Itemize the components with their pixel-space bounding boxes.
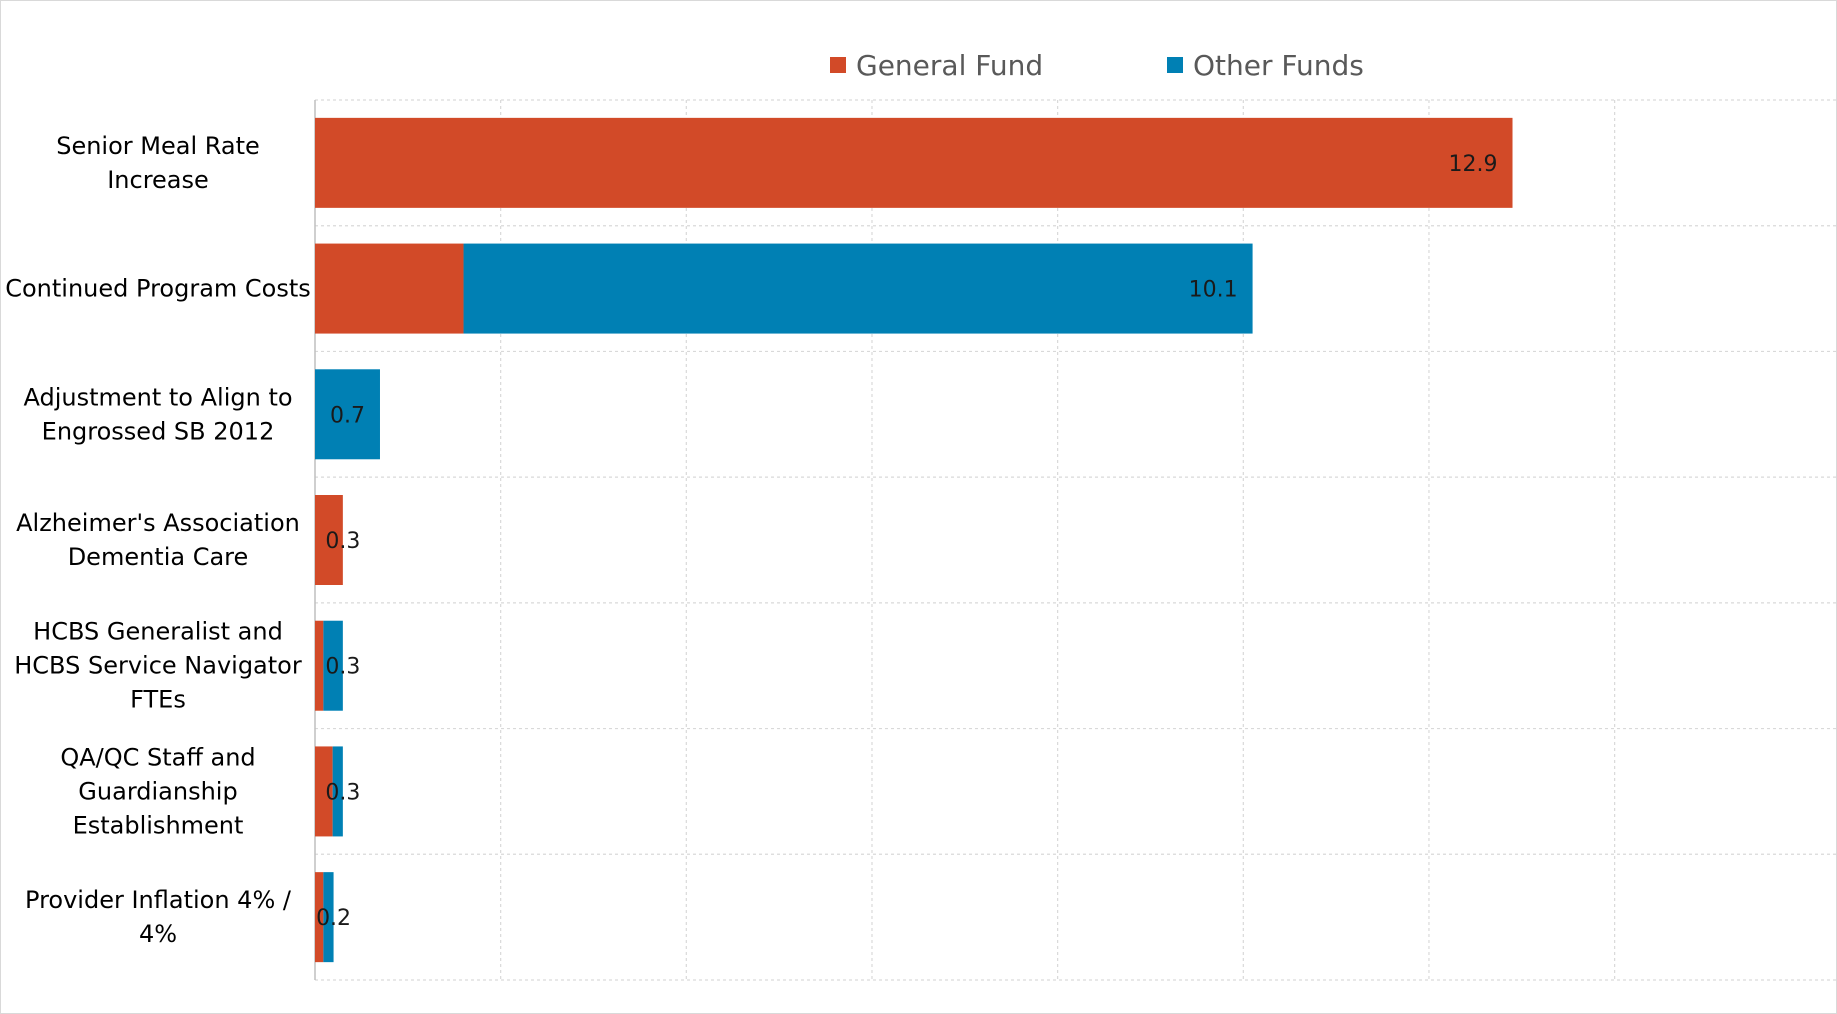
category-label-line: Provider Inflation 4% / <box>25 886 292 914</box>
bar-segment <box>315 244 464 334</box>
category-label-line: HCBS Service Navigator <box>14 652 302 680</box>
category-label-line: Increase <box>107 166 209 194</box>
category-label: Provider Inflation 4% / 4% <box>25 886 292 948</box>
category-label-line: QA/QC Staff and <box>60 743 255 771</box>
data-label: 0.2 <box>316 906 351 931</box>
category-label-line: Adjustment to Align to <box>23 383 292 411</box>
category-label-line: Senior Meal Rate <box>56 132 260 160</box>
category-label: HCBS Generalist and HCBS Service Navigato… <box>14 618 302 714</box>
legend-swatch <box>830 57 846 73</box>
legend-swatch <box>1167 57 1183 73</box>
category-label: Alzheimer's Association Dementia Care <box>16 509 300 571</box>
category-label: Adjustment to Align to Engrossed SB 2012 <box>23 383 292 445</box>
legend-label: General Fund <box>856 49 1043 82</box>
data-label: 10.1 <box>1189 278 1238 303</box>
data-label: 0.3 <box>325 655 360 680</box>
bar-segment <box>315 118 1513 208</box>
category-label-line: Guardianship <box>78 777 237 805</box>
data-label: 12.9 <box>1449 152 1498 177</box>
category-label: Senior Meal Rate Increase <box>56 132 260 194</box>
category-label-line: 4% <box>139 920 177 948</box>
data-label: 0.3 <box>325 780 360 805</box>
category-label-line: Establishment <box>73 811 244 839</box>
data-label: 0.7 <box>330 403 365 428</box>
category-label-line: Dementia Care <box>68 543 249 571</box>
category-label-line: Continued Program Costs <box>5 275 311 303</box>
category-label: Continued Program Costs <box>5 275 311 303</box>
bar-segment <box>464 244 1253 334</box>
category-label-line: FTEs <box>130 686 186 714</box>
bar-segment <box>315 621 323 711</box>
category-label-line: Engrossed SB 2012 <box>42 417 275 445</box>
category-label-line: Alzheimer's Association <box>16 509 300 537</box>
category-label: QA/QC Staff and Guardianship Establishment <box>60 743 255 839</box>
data-label: 0.3 <box>325 529 360 554</box>
legend-label: Other Funds <box>1193 49 1364 82</box>
category-label-line: HCBS Generalist and <box>33 618 283 646</box>
